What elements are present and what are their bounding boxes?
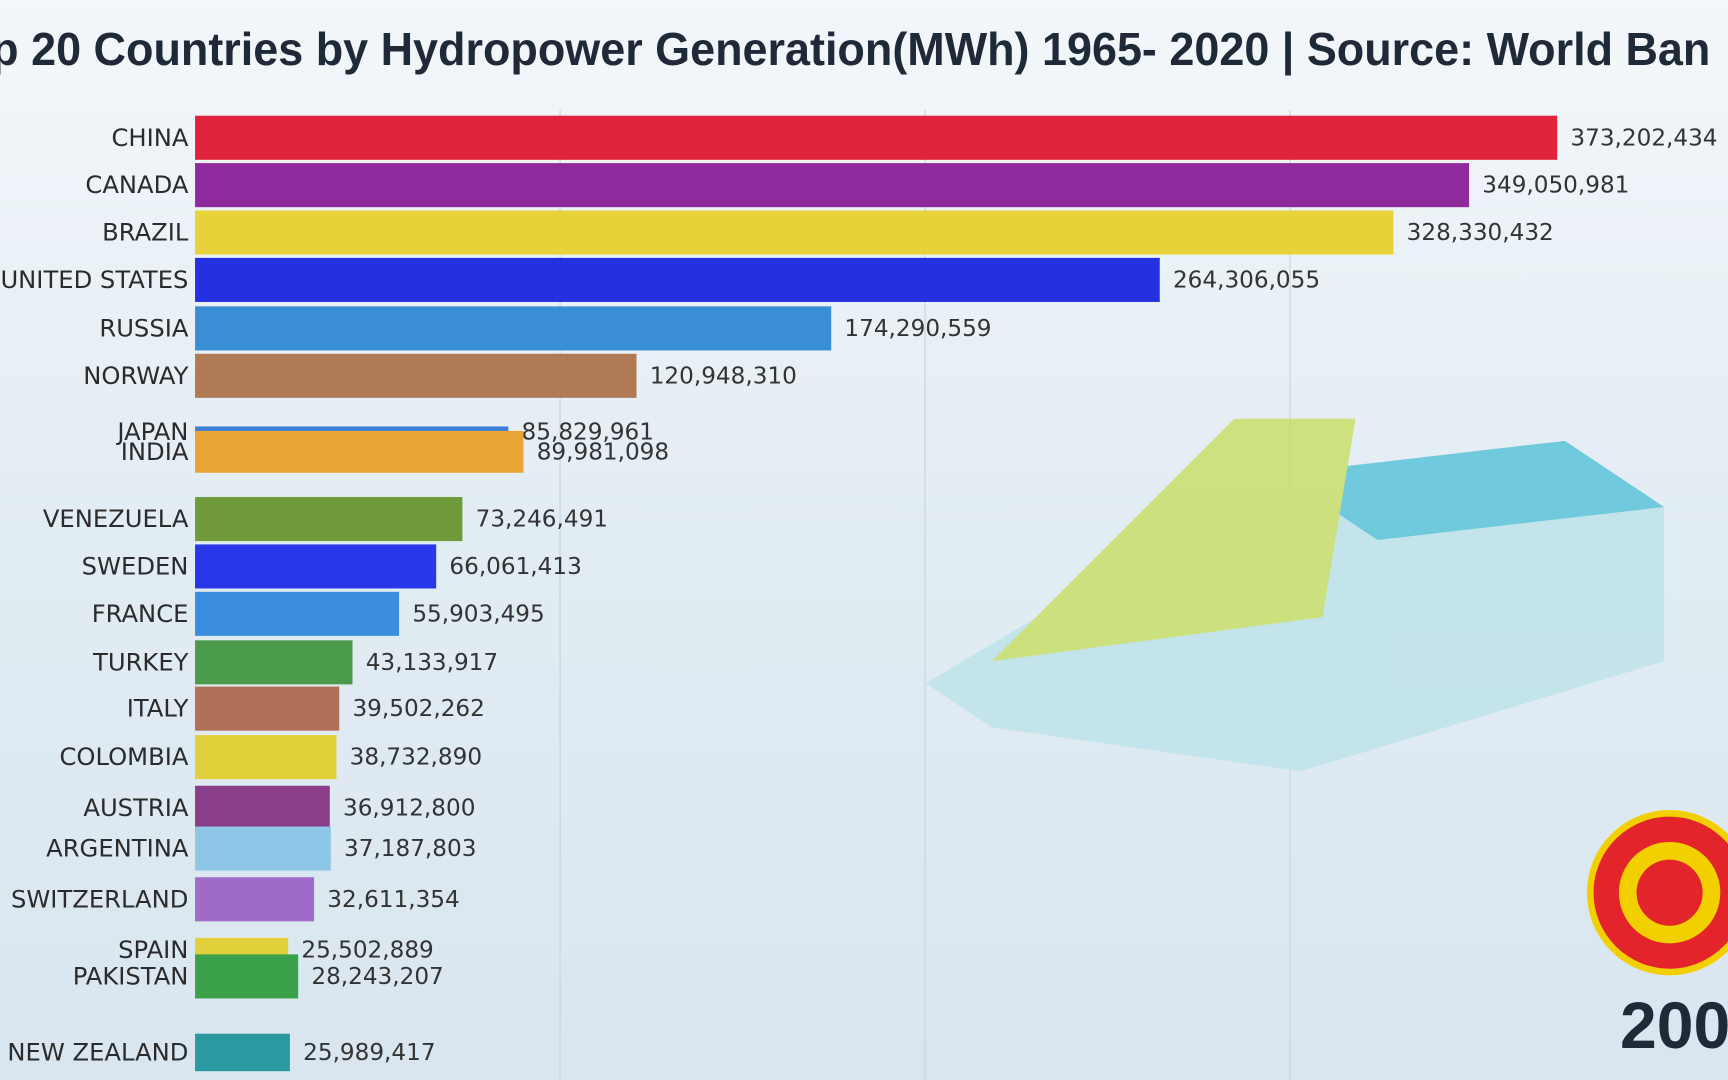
value-label: 89,981,098 xyxy=(537,439,669,465)
category-label: UNITED STATES xyxy=(0,265,188,294)
category-label: CHINA xyxy=(111,123,188,152)
value-label: 120,948,310 xyxy=(650,363,797,389)
category-label: INDIA xyxy=(121,437,189,466)
hill xyxy=(991,418,1356,662)
bar xyxy=(195,544,437,589)
category-label: PAKISTAN xyxy=(73,962,189,991)
bar xyxy=(195,735,337,780)
value-label: 28,243,207 xyxy=(311,964,443,990)
category-label: JAPAN xyxy=(115,417,188,446)
bar xyxy=(195,210,1394,255)
bar xyxy=(195,640,353,685)
bar xyxy=(195,1033,290,1072)
value-label: 349,050,981 xyxy=(1482,173,1629,199)
value-label: 39,502,262 xyxy=(352,696,484,722)
reservoir xyxy=(1278,440,1665,540)
bar xyxy=(195,115,1558,160)
value-label: 43,133,917 xyxy=(366,650,498,676)
category-label: ARGENTINA xyxy=(46,834,189,863)
category-label: ITALY xyxy=(127,694,189,723)
category-label: AUSTRIA xyxy=(83,793,188,822)
value-label: 373,202,434 xyxy=(1570,125,1717,151)
category-label: RUSSIA xyxy=(99,314,188,343)
value-label: 328,330,432 xyxy=(1407,220,1554,246)
value-label: 174,290,559 xyxy=(844,316,991,342)
value-label: 264,306,055 xyxy=(1173,268,1320,294)
category-label: FRANCE xyxy=(92,599,189,628)
value-label: 25,989,417 xyxy=(303,1040,435,1066)
illustration xyxy=(925,418,1665,772)
category-label: CANADA xyxy=(85,170,188,199)
logo xyxy=(1586,810,1728,976)
value-label: 55,903,495 xyxy=(412,601,544,627)
value-label: 38,732,890 xyxy=(350,745,482,771)
category-label: VENEZUELA xyxy=(43,504,189,533)
category-label: SWEDEN xyxy=(82,552,189,581)
dam-base xyxy=(925,473,1665,772)
category-label: NEW ZEALAND xyxy=(7,1038,188,1067)
value-label: 85,829,961 xyxy=(522,420,654,446)
bar xyxy=(195,785,330,830)
category-label: SWITZERLAND xyxy=(11,884,188,913)
bar xyxy=(195,954,299,999)
value-label: 66,061,413 xyxy=(449,554,581,580)
value-label: 32,611,354 xyxy=(327,887,459,913)
bar xyxy=(195,686,340,731)
category-label: BRAZIL xyxy=(102,218,189,247)
bar xyxy=(195,257,1160,302)
bar xyxy=(195,497,463,542)
bars: CHINA 373,202,434 CANADA 349,050,981 BRAZIL 3… xyxy=(0,115,1718,1072)
bar xyxy=(195,877,315,922)
bar xyxy=(195,306,832,351)
category-label: NORWAY xyxy=(83,361,188,390)
bar xyxy=(195,353,637,398)
value-label: 73,246,491 xyxy=(476,507,608,533)
logo-core xyxy=(1636,859,1703,926)
value-label: 25,502,889 xyxy=(301,938,433,964)
bar xyxy=(195,826,331,871)
bar xyxy=(195,163,1470,208)
chart-title: p 20 Countries by Hydropower Generation(… xyxy=(0,23,1710,75)
category-label: SPAIN xyxy=(118,935,188,964)
bar xyxy=(195,430,524,473)
category-label: COLOMBIA xyxy=(59,742,188,771)
value-label: 36,912,800 xyxy=(343,795,475,821)
year-label: 200 xyxy=(1620,989,1728,1063)
bar xyxy=(195,591,400,636)
category-label: TURKEY xyxy=(92,647,189,676)
value-label: 37,187,803 xyxy=(344,836,476,862)
